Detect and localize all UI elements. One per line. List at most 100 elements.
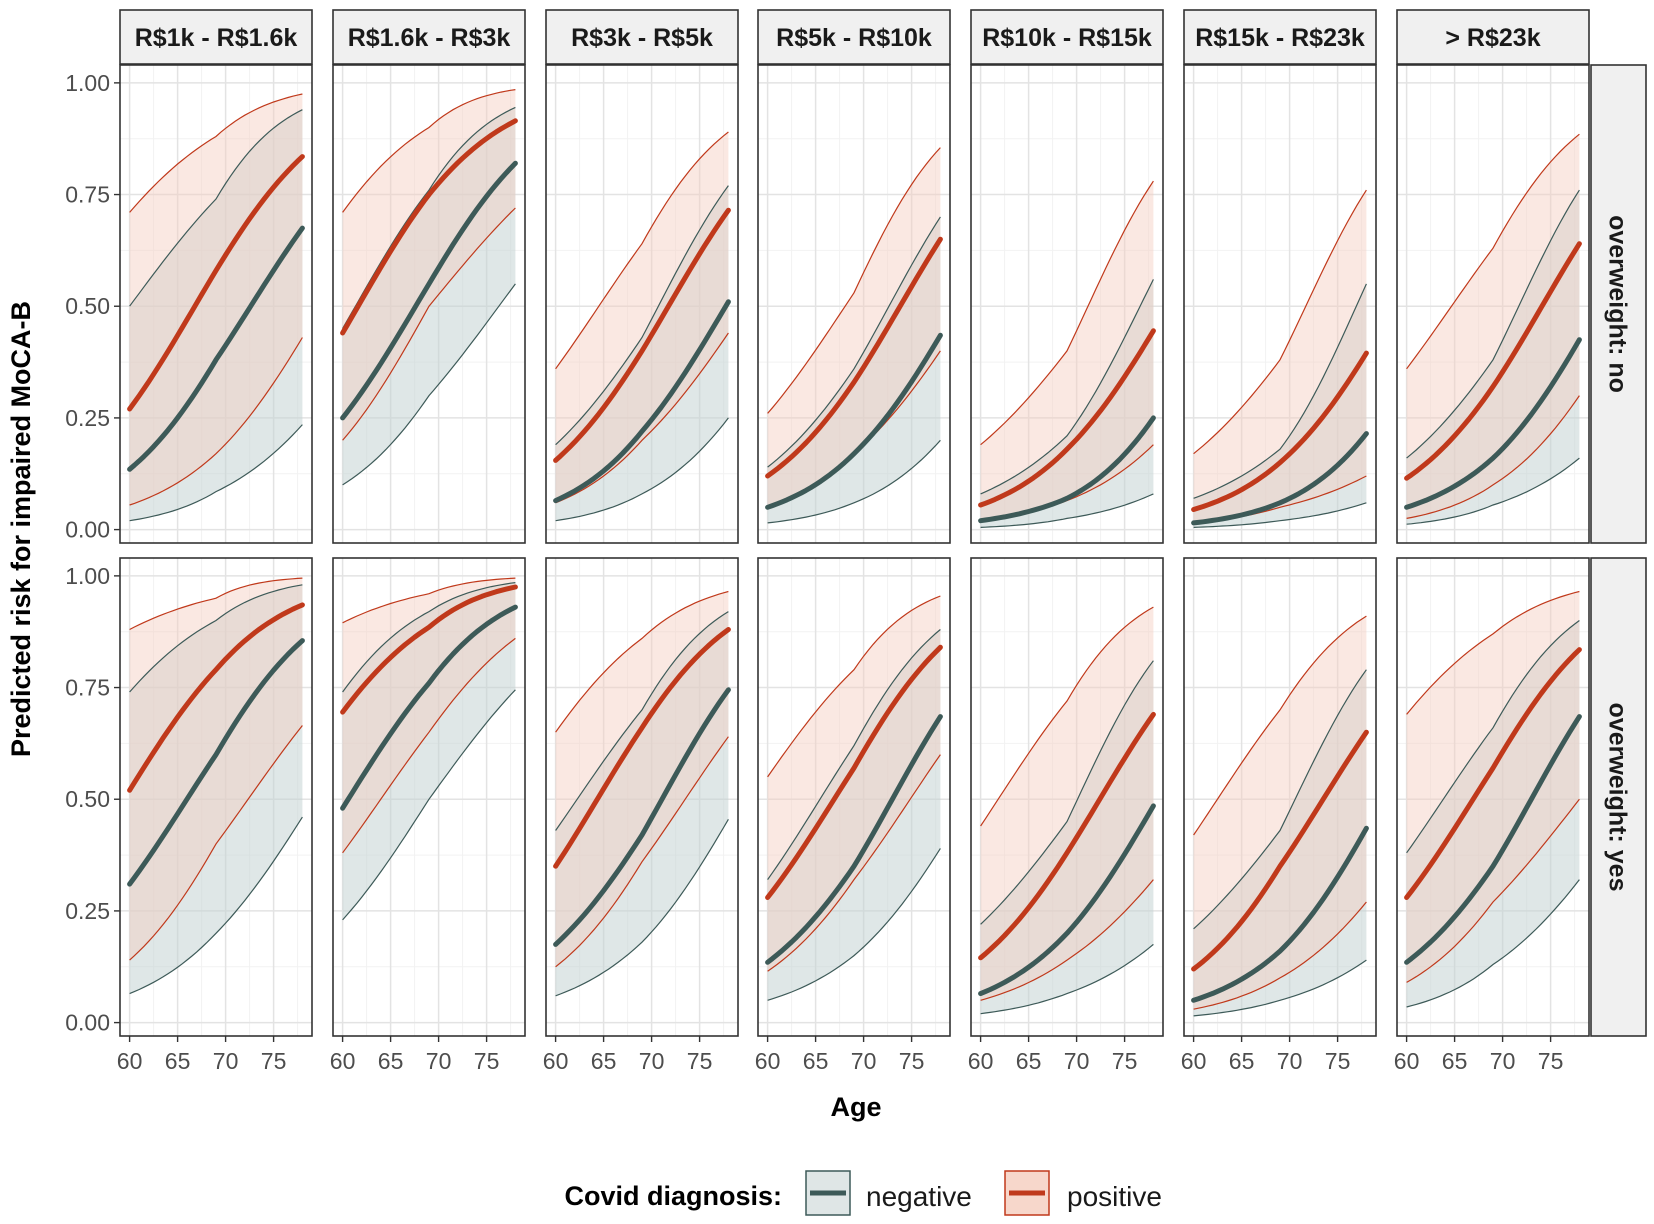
fit-line-negative	[1404, 714, 1582, 965]
fit-line-positive	[1191, 350, 1369, 512]
panel-data	[1191, 615, 1369, 1017]
panel-border	[119, 557, 313, 1037]
fit-line-positive	[1404, 647, 1582, 900]
strip-label: R$15k - R$23k	[1195, 24, 1365, 52]
ci-upper-positive	[555, 131, 729, 370]
strip-overweight-yes: overweight: yes	[1590, 557, 1647, 1037]
strip-r-1-6k-r-3k: R$1.6k - R$3k	[332, 9, 526, 65]
fit-line-negative	[553, 299, 731, 504]
fit-line-positive	[765, 236, 943, 479]
ci-upper-positive	[767, 147, 941, 414]
ci-lower-negative	[1406, 457, 1580, 525]
panel-data	[127, 577, 305, 995]
ci-upper-negative	[129, 109, 303, 307]
panel-border	[1396, 64, 1590, 544]
fit-line-negative	[978, 803, 1156, 997]
panel-border	[1183, 557, 1377, 1037]
ci-ribbon-positive	[342, 578, 516, 853]
fit-line-negative	[127, 225, 305, 472]
x-tick-label: 70	[213, 1048, 239, 1074]
panel-data	[553, 590, 731, 997]
strip-r-15k-r-23k: R$15k - R$23k	[1183, 9, 1377, 65]
facet-strips: R$1k - R$1.6k R$1.6k - R$3k R$3k - R$5k R$5…	[119, 9, 1647, 1037]
fit-line-negative	[978, 415, 1156, 524]
fit-line-negative	[1191, 431, 1369, 526]
panel-data	[978, 606, 1156, 1015]
x-tick-label: 75	[1112, 1048, 1138, 1074]
fit-line-positive	[765, 644, 943, 900]
ci-lower-positive	[555, 332, 729, 504]
fit-line-negative	[553, 687, 731, 947]
x-tick-label: 60	[117, 1048, 143, 1074]
y-tick-label: 0.50	[65, 786, 110, 812]
ci-upper-positive	[342, 577, 516, 624]
legend: Covid diagnosis: negative positive	[564, 1170, 1162, 1216]
panel-overweight-no-r-1k-r-1-6k	[119, 64, 313, 544]
ci-ribbon-positive	[1193, 190, 1367, 523]
x-tick-label: 65	[165, 1048, 191, 1074]
strip-label: overweight: yes	[1604, 703, 1632, 892]
y-tick-label: 0.50	[65, 293, 110, 319]
strip-r-23k: > R$23k	[1396, 9, 1590, 65]
panel-overweight-no-r-10k-r-15k	[970, 64, 1164, 544]
axes: 0.00 0.25 0.50 0.75 1.00 0.00 0.25 0.50 0.75 1.00…	[65, 70, 1563, 1074]
panel-overweight-yes-r-10k-r-15k	[970, 557, 1164, 1037]
ci-ribbon-positive	[767, 147, 941, 508]
x-tick-label: 75	[899, 1048, 925, 1074]
panel-border	[1183, 64, 1377, 544]
fit-line-negative	[340, 604, 518, 811]
strip-background	[332, 9, 526, 65]
ci-upper-negative	[555, 185, 729, 446]
ci-lower-negative	[555, 417, 729, 522]
panel-data	[1404, 590, 1582, 1008]
panel-border	[970, 64, 1164, 544]
strip-r-1k-r-1-6k: R$1k - R$1.6k	[119, 9, 313, 65]
y-tick-label: 0.75	[65, 182, 110, 208]
fit-line-positive	[978, 711, 1156, 961]
x-tick-label: 65	[1229, 1048, 1255, 1074]
ci-lower-positive	[555, 736, 729, 968]
panel-overweight-yes-r-1-6k-r-3k	[332, 557, 526, 1037]
strip-background	[1183, 9, 1377, 65]
x-tick-label: 75	[1325, 1048, 1351, 1074]
ci-upper-positive	[1406, 133, 1580, 370]
fit-line-negative	[340, 160, 518, 421]
panel-overweight-yes-r-15k-r-23k	[1183, 557, 1377, 1037]
ci-lower-negative	[767, 848, 941, 1001]
ci-upper-negative	[1406, 189, 1580, 459]
fit-line-negative	[1191, 825, 1369, 1003]
ci-upper-positive	[1193, 615, 1367, 836]
fit-line-positive	[127, 154, 305, 412]
ci-ribbon-positive	[1406, 591, 1580, 983]
y-tick-label: 0.00	[65, 517, 110, 543]
x-tick-label: 75	[474, 1048, 500, 1074]
x-tick-label: 75	[1538, 1048, 1564, 1074]
strip-label: R$1k - R$1.6k	[135, 24, 298, 52]
legend-label-positive: positive	[1067, 1181, 1162, 1212]
ci-upper-positive	[980, 606, 1154, 827]
fit-line-negative	[765, 332, 943, 510]
legend-label-negative: negative	[866, 1181, 972, 1212]
ci-ribbon-positive	[555, 591, 729, 967]
ci-upper-positive	[342, 89, 516, 213]
panel-data	[765, 147, 943, 524]
x-tick-label: 75	[261, 1048, 287, 1074]
ci-lower-negative	[980, 943, 1154, 1015]
strip-overweight-no: overweight: no	[1590, 64, 1647, 544]
x-tick-label: 60	[1181, 1048, 1207, 1074]
fit-line-negative	[765, 714, 943, 965]
strip-label: R$3k - R$5k	[571, 24, 713, 52]
panel-overweight-no-r-5k-r-10k	[757, 64, 951, 544]
x-tick-label: 70	[1064, 1048, 1090, 1074]
strip-label: R$5k - R$10k	[776, 24, 932, 52]
x-tick-label: 65	[591, 1048, 617, 1074]
y-tick-label: 1.00	[65, 563, 110, 589]
x-tick-label: 60	[330, 1048, 356, 1074]
x-tick-label: 65	[1016, 1048, 1042, 1074]
ci-lower-positive	[767, 754, 941, 972]
y-tick-label: 1.00	[65, 70, 110, 96]
panel-overweight-yes-r-1k-r-1-6k	[119, 557, 313, 1037]
panel-overweight-no-r-1-6k-r-3k	[332, 64, 526, 544]
ci-upper-positive	[1193, 189, 1367, 455]
ci-upper-negative	[1193, 283, 1367, 499]
